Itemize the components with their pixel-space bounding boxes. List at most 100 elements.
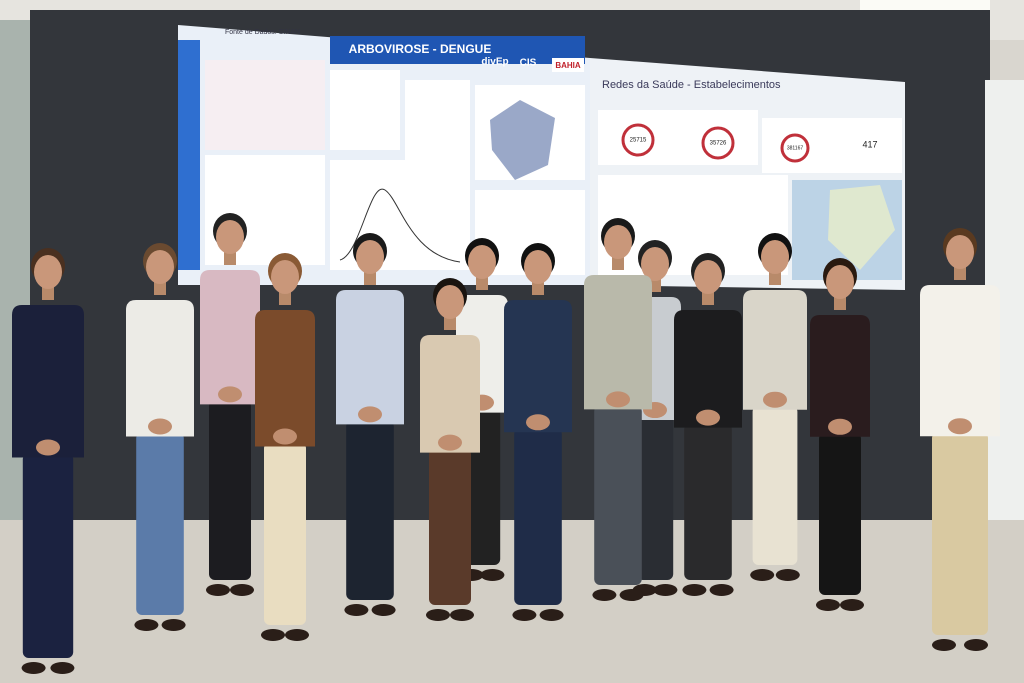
person-torso — [255, 310, 315, 447]
person-torso — [200, 270, 260, 405]
person-face — [216, 220, 244, 254]
curve-widget — [330, 160, 470, 270]
person-face — [826, 265, 854, 299]
person-face — [604, 225, 632, 259]
person-face — [524, 250, 552, 284]
person-shoe — [134, 619, 159, 631]
title-bar — [330, 36, 585, 64]
person-torso — [420, 335, 480, 453]
person-hands — [358, 406, 382, 423]
person-hands — [948, 418, 972, 435]
person-legs — [346, 420, 394, 600]
person-shoe — [750, 569, 775, 581]
person-face — [34, 255, 62, 289]
person-torso — [126, 300, 194, 437]
dashboard-title: ARBOVIROSE - DENGUE — [349, 42, 492, 56]
right-title: Redes da Saúde - Estabelecimentos — [602, 79, 781, 91]
person-shoe — [539, 609, 564, 621]
person-torso — [584, 275, 652, 410]
kpi-ring — [780, 133, 810, 163]
person-torso — [674, 310, 742, 428]
person-shoe — [344, 604, 369, 616]
person-face — [146, 250, 174, 284]
person-face — [271, 260, 299, 294]
person-face — [468, 245, 496, 279]
person-shoe — [512, 609, 537, 621]
person-hands — [606, 391, 630, 408]
screen-sidebar — [178, 40, 200, 270]
kpi-value: 417 — [862, 139, 877, 149]
person-legs — [209, 400, 251, 580]
person-legs — [819, 432, 861, 595]
person-torso — [810, 315, 870, 437]
person-face — [761, 240, 789, 274]
person-legs — [264, 442, 306, 625]
person-hands — [828, 418, 852, 435]
person-hands — [438, 434, 462, 451]
logo: CIS — [520, 58, 537, 69]
data-source: Fonte de Dados: SINAN — [225, 29, 300, 36]
person-shoe — [775, 569, 800, 581]
bar-widget — [330, 70, 400, 150]
kpi-value: 381167 — [787, 145, 804, 151]
person-torso — [336, 290, 404, 425]
person-face — [694, 260, 722, 294]
person-shoe — [371, 604, 396, 616]
person-shoe — [592, 589, 617, 601]
person-shoe — [709, 584, 734, 596]
person-hands — [36, 439, 60, 456]
kpi-ring — [701, 126, 735, 160]
person-shoe — [426, 609, 450, 621]
person-torso — [504, 300, 572, 433]
person-face — [946, 235, 974, 269]
map-shape — [828, 185, 895, 270]
person-hands — [696, 409, 720, 426]
person-hands — [218, 386, 242, 403]
map-shape — [490, 100, 555, 180]
logo: divEp — [481, 57, 508, 68]
logo-box — [552, 58, 584, 72]
person-face — [356, 240, 384, 274]
person-shoe — [261, 629, 285, 641]
person-torso — [743, 290, 807, 410]
person-shoe — [480, 569, 505, 581]
person-shoe — [682, 584, 707, 596]
person-legs — [752, 405, 798, 565]
person-shoe — [230, 584, 254, 596]
person-torso — [920, 285, 1000, 437]
person-shoe — [619, 589, 644, 601]
kpi-value: 25715 — [630, 138, 647, 144]
person-shoe — [450, 609, 474, 621]
bar-widget — [405, 80, 470, 160]
person-hands — [148, 418, 172, 435]
person-face — [641, 247, 669, 281]
person-legs — [684, 423, 732, 580]
person-hands — [526, 414, 550, 431]
person-shoe — [161, 619, 186, 631]
person-shoe — [816, 599, 840, 611]
person-legs — [136, 432, 184, 615]
person-hands — [273, 428, 297, 445]
people — [12, 213, 1000, 674]
person-shoe — [964, 639, 988, 651]
kpi-card — [762, 118, 902, 173]
person-legs — [22, 453, 74, 658]
kpi-ring — [621, 123, 655, 157]
person-legs — [429, 448, 471, 605]
person-legs — [514, 428, 562, 605]
person-shoe — [653, 584, 678, 596]
kpi-value: 35726 — [710, 141, 727, 147]
person-shoe — [50, 662, 75, 674]
person-legs — [594, 405, 642, 585]
person-shoe — [21, 662, 46, 674]
person-face — [436, 285, 464, 319]
person-legs — [932, 432, 988, 635]
person-shoe — [206, 584, 230, 596]
logo: BAHIA — [555, 61, 581, 70]
person-hands — [763, 391, 787, 408]
person-shoe — [932, 639, 956, 651]
person-torso — [12, 305, 84, 458]
